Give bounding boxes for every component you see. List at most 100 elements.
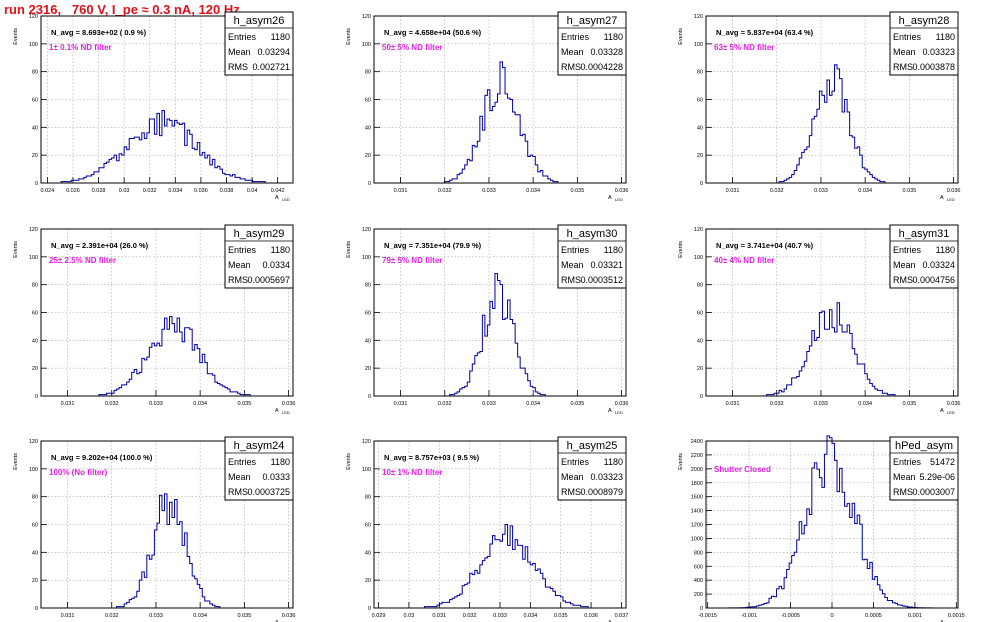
stats-label: Mean (561, 472, 584, 482)
y-tick-label: 20 (697, 366, 703, 372)
x-tick-label: -0.0015 (698, 613, 717, 619)
y-tick-label: 1400 (691, 509, 703, 515)
y-tick-label: 0 (700, 181, 703, 187)
histogram-panel-h_asym29: 0 20 40 60 80 100 120 0.031 0.032 0.033 0.034 0.035… (13, 224, 295, 415)
y-tick-label: 60 (32, 523, 38, 529)
x-tick-label: 0.034 (168, 188, 182, 194)
stats-box (889, 436, 959, 501)
stats-label: Entries (228, 245, 257, 255)
n-avg-label: N_avg = 5.837e+04 (63.4 %) (716, 28, 814, 37)
y-tick-label: 40 (32, 125, 38, 131)
stats-label: Entries (893, 245, 922, 255)
y-tick-label: 80 (32, 70, 38, 76)
y-tick-label: 100 (362, 255, 371, 261)
stats-label: RMS (893, 62, 913, 72)
x-axis-title: A (940, 620, 944, 622)
y-tick-label: 120 (694, 227, 703, 233)
y-tick-label: 2400 (691, 439, 703, 445)
filter-note: 50± 5% ND filter (382, 43, 442, 52)
stats-label: Entries (893, 457, 922, 467)
stats-value: 1180 (604, 32, 623, 42)
y-tick-label: 100 (29, 467, 38, 473)
x-tick-label: 0.031 (394, 401, 408, 407)
filter-note: 25± 2.5% ND filter (49, 256, 116, 265)
x-tick-label: 0.036 (194, 188, 208, 194)
stats-value: 51472 (930, 457, 955, 467)
y-tick-label: 60 (697, 311, 703, 317)
x-axis-subscript: LED (615, 197, 623, 202)
x-tick-label: 0.034 (523, 613, 537, 619)
x-tick-label: 0.033 (814, 401, 828, 407)
y-tick-label: 20 (32, 578, 38, 584)
stats-label: Mean (561, 260, 584, 270)
x-axis-subscript: LED (282, 197, 290, 202)
y-tick-label: 40 (365, 550, 371, 556)
stats-label: Mean (228, 260, 251, 270)
n-avg-label: N_avg = 8.693e+02 ( 0.9 %) (51, 28, 147, 37)
n-avg-label: N_avg = 3.741e+04 (40.7 %) (716, 241, 814, 250)
x-tick-label: 0.042 (271, 188, 285, 194)
x-tick-label: 0.033 (149, 401, 163, 407)
y-tick-label: 100 (29, 42, 38, 48)
stats-label: RMS (228, 275, 248, 285)
y-tick-label: 20 (697, 153, 703, 159)
y-tick-label: 100 (362, 42, 371, 48)
stats-value: 0.03323 (922, 47, 955, 57)
histogram-panel-hPed_asym: 0 200 400 600 800 1000 1200 1400 1600 1800 2000 220… (678, 435, 965, 622)
histogram-panel-h_asym27: 0 20 40 60 80 100 120 0.031 0.032 0.033 0.034 0.035… (346, 11, 628, 202)
stats-title: h_asym28 (899, 15, 950, 27)
histogram-panel-h_asym26: 0 20 40 60 80 100 120 0.024 0.026 0.028 0.03 0.032 0… (13, 11, 294, 202)
y-axis-title: Events (678, 241, 684, 258)
stats-label: RMS (893, 275, 913, 285)
y-tick-label: 80 (365, 495, 371, 501)
y-axis-title: Events (13, 241, 19, 258)
stats-value: 0.0003878 (912, 62, 955, 72)
x-tick-label: 0.035 (554, 613, 568, 619)
y-tick-label: 20 (365, 366, 371, 372)
y-axis-title: Events (13, 28, 19, 45)
x-tick-label: 0 (830, 613, 833, 619)
stats-label: Mean (228, 47, 251, 57)
x-tick-label: 0.032 (438, 188, 452, 194)
x-axis-title: A (608, 620, 612, 622)
stats-box (224, 224, 294, 289)
stats-value: 0.0005697 (247, 275, 290, 285)
stats-label: Entries (561, 32, 590, 42)
y-tick-label: 20 (365, 153, 371, 159)
y-tick-label: 40 (697, 125, 703, 131)
stats-title: h_asym30 (567, 228, 618, 240)
x-tick-label: 0.033 (814, 188, 828, 194)
stats-title: h_asym24 (234, 440, 285, 452)
x-axis-title: A (275, 620, 279, 622)
histogram-line-h_asym26 (41, 110, 293, 184)
stats-value: 0.0003725 (247, 487, 290, 497)
stats-box (557, 11, 627, 76)
stats-label: RMS (561, 487, 581, 497)
y-tick-label: 20 (365, 578, 371, 584)
y-tick-label: 20 (32, 153, 38, 159)
stats-title: h_asym26 (234, 15, 285, 27)
x-axis-title: A (608, 408, 612, 414)
y-axis-title: Events (346, 241, 352, 258)
y-tick-label: 120 (694, 14, 703, 20)
y-tick-label: 0 (368, 606, 371, 612)
stats-label: Entries (228, 32, 257, 42)
y-tick-label: 0 (700, 606, 703, 612)
histogram-line-h_asym25 (374, 524, 626, 609)
stats-box (889, 224, 959, 289)
y-tick-label: 100 (362, 467, 371, 473)
histogram-line-hPed_asym (706, 435, 958, 609)
x-tick-label: 0.036 (615, 401, 629, 407)
y-tick-label: 0 (700, 394, 703, 400)
stats-title: h_asym27 (567, 15, 618, 27)
x-tick-label: 0.034 (193, 613, 207, 619)
x-tick-label: -0.001 (741, 613, 757, 619)
y-axis-title: Events (13, 453, 19, 470)
histogram-line-h_asym31 (706, 302, 958, 397)
filter-note: 10± 1% ND filter (382, 468, 442, 477)
histogram-panel-h_asym30: 0 20 40 60 80 100 120 0.031 0.032 0.033 0.034 0.035… (346, 224, 629, 415)
x-tick-label: 0.034 (526, 188, 540, 194)
x-axis-subscript: LED (947, 197, 955, 202)
stats-title: h_asym31 (899, 228, 950, 240)
y-tick-label: 1600 (691, 495, 703, 501)
